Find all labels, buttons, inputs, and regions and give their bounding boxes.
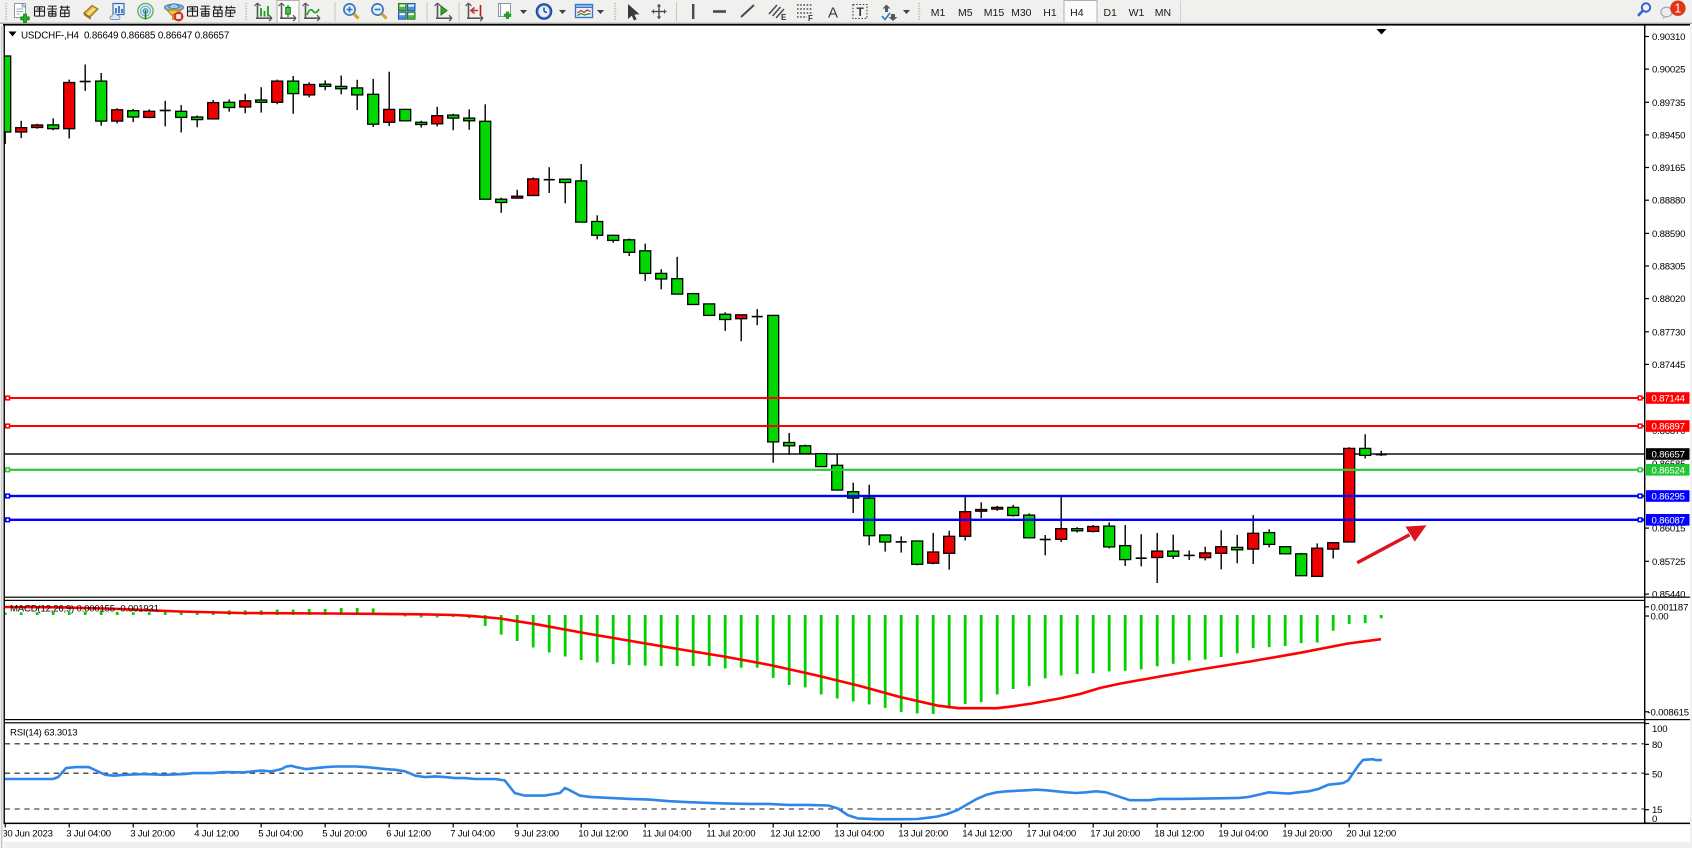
svg-text:MACD(12,26,9) 0.000155 -0.0019: MACD(12,26,9) 0.000155 -0.001931	[10, 604, 159, 615]
svg-text:0.87730: 0.87730	[1652, 327, 1685, 338]
svg-text:6 Jul 12:00: 6 Jul 12:00	[386, 828, 431, 839]
svg-text:80: 80	[1652, 740, 1662, 751]
svg-text:0.87445: 0.87445	[1652, 360, 1685, 371]
svg-text:T: T	[857, 5, 865, 19]
svg-text:10 Jul 12:00: 10 Jul 12:00	[578, 828, 628, 839]
svg-text:100: 100	[1652, 724, 1667, 735]
svg-text:0.86524: 0.86524	[1652, 465, 1686, 476]
svg-text:RSI(14) 63.3013: RSI(14) 63.3013	[10, 728, 77, 739]
svg-text:0.89165: 0.89165	[1652, 163, 1685, 174]
svg-text:M15: M15	[984, 7, 1005, 19]
svg-text:19 Jul 20:00: 19 Jul 20:00	[1282, 828, 1332, 839]
svg-text:20 Jul 12:00: 20 Jul 12:00	[1346, 828, 1396, 839]
svg-text:30 Jun 2023: 30 Jun 2023	[2, 828, 53, 839]
svg-text:0.90310: 0.90310	[1652, 32, 1685, 43]
svg-text:17 Jul 04:00: 17 Jul 04:00	[1026, 828, 1076, 839]
svg-text:M1: M1	[931, 7, 946, 19]
svg-text:0.89450: 0.89450	[1652, 130, 1685, 141]
svg-text:1: 1	[1674, 2, 1681, 16]
svg-text:0.86657: 0.86657	[1652, 450, 1685, 461]
svg-text:M30: M30	[1011, 7, 1032, 19]
svg-text:0.86087: 0.86087	[1652, 515, 1685, 526]
svg-text:0.88880: 0.88880	[1652, 196, 1685, 207]
svg-text:H4: H4	[1070, 7, 1084, 19]
svg-text:0.86015: 0.86015	[1652, 524, 1685, 535]
svg-text:F: F	[808, 14, 813, 23]
svg-text:9 Jul 23:00: 9 Jul 23:00	[514, 828, 559, 839]
svg-text:A: A	[828, 5, 838, 22]
svg-text:18 Jul 12:00: 18 Jul 12:00	[1154, 828, 1204, 839]
svg-text:0.001187: 0.001187	[1651, 602, 1689, 613]
svg-text:5 Jul 04:00: 5 Jul 04:00	[258, 828, 303, 839]
svg-text:11 Jul 04:00: 11 Jul 04:00	[642, 828, 691, 839]
svg-text:14 Jul 12:00: 14 Jul 12:00	[962, 828, 1012, 839]
svg-text:0.86295: 0.86295	[1652, 492, 1685, 503]
svg-text:19 Jul 04:00: 19 Jul 04:00	[1218, 828, 1268, 839]
svg-text:MN: MN	[1155, 7, 1171, 19]
svg-text:0.86897: 0.86897	[1652, 422, 1685, 433]
svg-text:0.00: 0.00	[1651, 612, 1669, 623]
svg-text:4 Jul 12:00: 4 Jul 12:00	[194, 828, 239, 839]
svg-text:17 Jul 20:00: 17 Jul 20:00	[1090, 828, 1140, 839]
svg-text:15: 15	[1652, 805, 1662, 816]
svg-text:50: 50	[1652, 770, 1662, 781]
svg-text:W1: W1	[1129, 7, 1145, 19]
svg-text:USDCHF-,H4 0.86649 0.86685 0.: USDCHF-,H4 0.86649 0.86685 0.86647 0.866…	[21, 30, 229, 41]
svg-text:-0.008615: -0.008615	[1648, 707, 1689, 718]
svg-text:3 Jul 04:00: 3 Jul 04:00	[66, 828, 111, 839]
svg-text:3 Jul 20:00: 3 Jul 20:00	[130, 828, 175, 839]
svg-text:0.88020: 0.88020	[1652, 294, 1685, 305]
svg-text:0.88590: 0.88590	[1652, 229, 1685, 240]
svg-text:0.85725: 0.85725	[1652, 557, 1685, 568]
svg-text:D1: D1	[1103, 7, 1117, 19]
svg-text:0.85440: 0.85440	[1652, 590, 1685, 601]
svg-text:0.89735: 0.89735	[1652, 98, 1685, 109]
svg-text:0: 0	[1652, 814, 1657, 825]
svg-text:7 Jul 04:00: 7 Jul 04:00	[450, 828, 495, 839]
svg-text:E: E	[781, 13, 787, 22]
svg-text:12 Jul 12:00: 12 Jul 12:00	[770, 828, 820, 839]
svg-text:0.88305: 0.88305	[1652, 262, 1685, 273]
svg-text:M5: M5	[958, 7, 973, 19]
svg-text:11 Jul 20:00: 11 Jul 20:00	[706, 828, 755, 839]
svg-text:13 Jul 20:00: 13 Jul 20:00	[898, 828, 948, 839]
svg-text:0.87144: 0.87144	[1652, 394, 1686, 405]
svg-text:H1: H1	[1043, 7, 1057, 19]
svg-text:0.90025: 0.90025	[1652, 65, 1685, 76]
svg-text:13 Jul 04:00: 13 Jul 04:00	[834, 828, 884, 839]
svg-text:5 Jul 20:00: 5 Jul 20:00	[322, 828, 367, 839]
